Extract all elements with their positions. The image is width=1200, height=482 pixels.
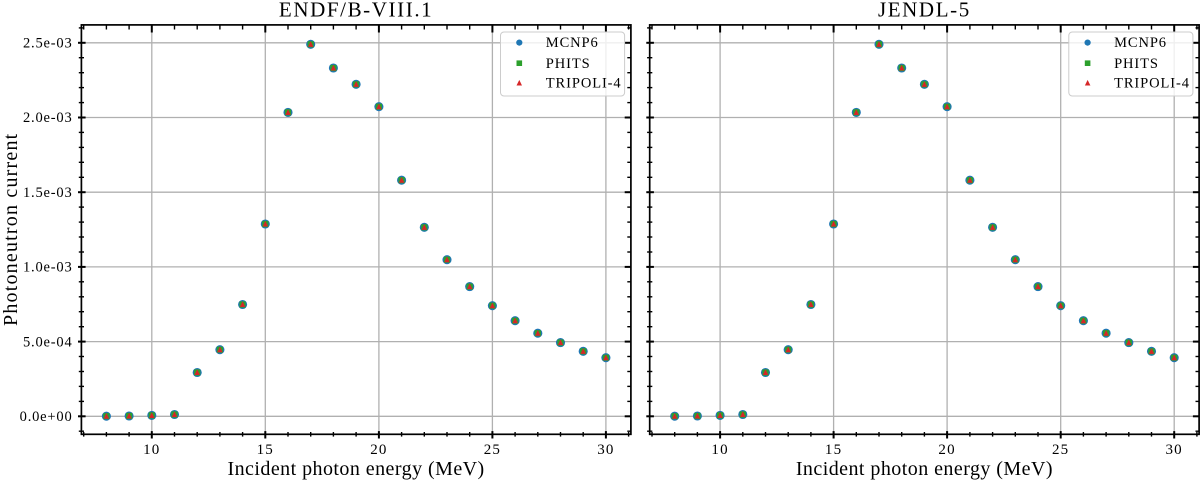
svg-text:PHITS: PHITS (1114, 56, 1159, 72)
svg-text:0.0e+00: 0.0e+00 (20, 409, 73, 425)
svg-text:20: 20 (370, 442, 387, 458)
svg-text:30: 30 (597, 442, 614, 458)
svg-text:2.0e-03: 2.0e-03 (23, 110, 73, 126)
svg-text:TRIPOLI-4: TRIPOLI-4 (546, 76, 622, 92)
svg-text:ENDF/B-VIII.1: ENDF/B-VIII.1 (279, 0, 433, 22)
svg-text:30: 30 (1165, 442, 1182, 458)
svg-text:5.0e-04: 5.0e-04 (23, 334, 73, 350)
svg-text:MCNP6: MCNP6 (546, 35, 599, 51)
svg-text:15: 15 (257, 442, 274, 458)
svg-text:TRIPOLI-4: TRIPOLI-4 (1114, 76, 1190, 92)
svg-text:10: 10 (711, 442, 728, 458)
svg-text:10: 10 (143, 442, 160, 458)
svg-text:Incident photon energy (MeV): Incident photon energy (MeV) (228, 458, 485, 480)
svg-text:20: 20 (938, 442, 955, 458)
svg-text:Incident photon energy (MeV): Incident photon energy (MeV) (796, 458, 1053, 480)
svg-text:25: 25 (1052, 442, 1069, 458)
svg-text:JENDL-5: JENDL-5 (878, 0, 971, 22)
svg-text:2.5e-03: 2.5e-03 (23, 36, 73, 52)
svg-text:MCNP6: MCNP6 (1114, 35, 1167, 51)
svg-text:1.5e-03: 1.5e-03 (23, 185, 73, 201)
svg-text:1.0e-03: 1.0e-03 (23, 260, 73, 276)
svg-text:25: 25 (484, 442, 501, 458)
svg-text:15: 15 (825, 442, 842, 458)
svg-text:Photoneutron current: Photoneutron current (0, 133, 22, 326)
svg-text:PHITS: PHITS (546, 56, 591, 72)
